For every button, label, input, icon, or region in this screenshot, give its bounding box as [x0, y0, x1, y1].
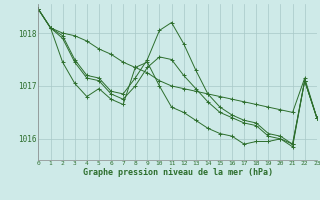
X-axis label: Graphe pression niveau de la mer (hPa): Graphe pression niveau de la mer (hPa) — [83, 168, 273, 177]
